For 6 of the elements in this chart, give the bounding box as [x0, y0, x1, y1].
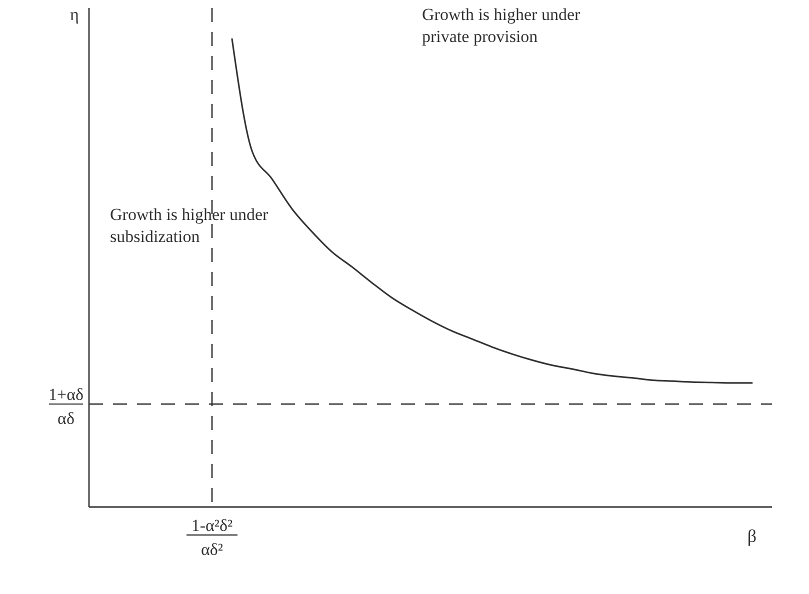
text: 1-α²δ² αδ²: [191, 516, 233, 559]
x-axis-title: β: [747, 526, 757, 546]
text: η: [70, 5, 79, 24]
ref-line-label: 1+αδ αδ: [48, 385, 84, 428]
annotation: Growth is higher under private provision: [422, 5, 580, 46]
annotation: Growth is higher under subsidization: [110, 205, 268, 246]
